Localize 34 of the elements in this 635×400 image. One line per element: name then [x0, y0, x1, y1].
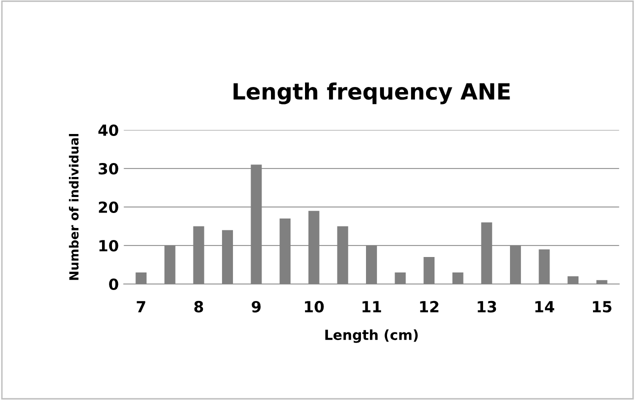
bar: [452, 272, 464, 284]
y-tick-label: 10: [99, 240, 118, 252]
y-tick-label: 30: [98, 162, 118, 175]
chart-title: Length frequency ANE: [234, 82, 510, 104]
y-tick-label: 20: [98, 201, 118, 214]
bar: [337, 226, 348, 284]
x-tick-label: 15: [592, 301, 612, 312]
bar: [193, 226, 204, 284]
bar: [308, 210, 320, 284]
x-tick-label: 7: [136, 301, 146, 312]
x-tick-label: 10: [304, 300, 324, 312]
y-axis-title: Number of individual: [68, 134, 79, 280]
bar: [280, 218, 291, 284]
bar: [250, 164, 262, 284]
bar: [136, 272, 147, 284]
bar: [164, 246, 176, 284]
bar: [424, 257, 435, 284]
x-axis-title: Length (cm): [325, 329, 418, 343]
bar: [538, 249, 550, 284]
x-tick-label: 14: [535, 301, 554, 312]
bar: [394, 272, 406, 284]
bar: [222, 230, 233, 284]
x-tick-label: 11: [362, 301, 382, 312]
x-tick-label: 8: [194, 300, 204, 312]
bar: [568, 276, 579, 284]
y-tick-label: 40: [98, 124, 118, 136]
bar: [510, 246, 521, 284]
x-tick-label: 13: [478, 300, 496, 312]
x-tick-label: 9: [252, 300, 261, 312]
y-tick-label: 0: [109, 278, 118, 290]
bar: [481, 222, 492, 284]
x-tick-label: 12: [420, 300, 438, 312]
bar: [596, 280, 608, 284]
bar: [366, 246, 377, 284]
